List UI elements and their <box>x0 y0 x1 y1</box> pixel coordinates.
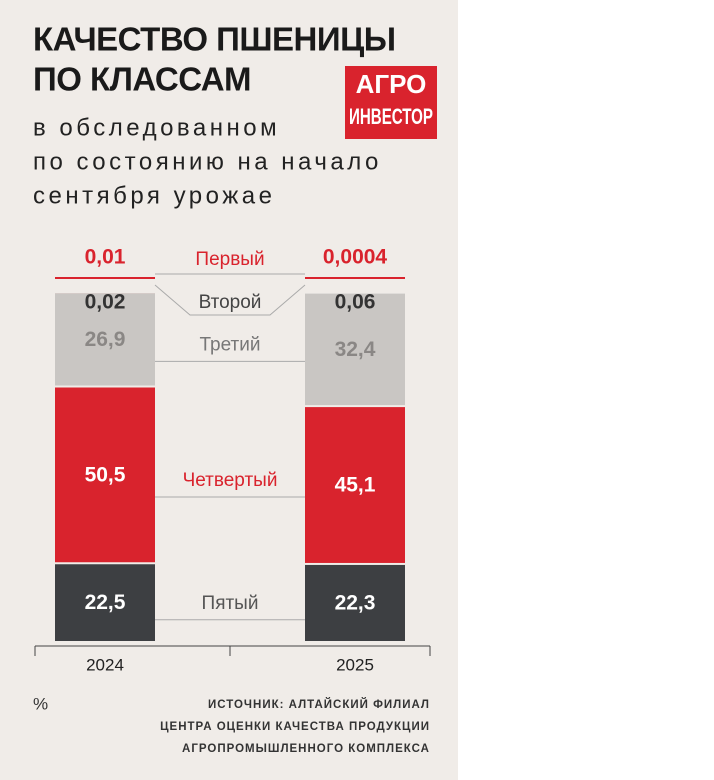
source: ИСТОЧНИК: АЛТАЙСКИЙ ФИЛИАЛ <box>208 698 430 711</box>
value-label: 32,4 <box>335 338 376 361</box>
logo-text: ИНВЕСТОР <box>349 104 433 129</box>
series-name: Пятый <box>202 593 259 614</box>
value-label: 0,0004 <box>323 246 388 269</box>
logo-box <box>345 66 437 139</box>
series-name: Второй <box>199 292 262 313</box>
bar-segment <box>305 564 405 641</box>
bar-segment <box>305 407 405 563</box>
subtitle: по состоянию на начало <box>33 148 382 175</box>
subtitle: в обследованном <box>33 114 280 141</box>
series-name: Первый <box>195 249 264 270</box>
bar-segment <box>55 564 155 641</box>
bar-segment <box>55 293 155 386</box>
value-label: 26,9 <box>85 328 126 351</box>
value-label: 45,1 <box>335 474 376 497</box>
value-label: 22,3 <box>335 592 376 615</box>
source: ЦЕНТРА ОЦЕНКИ КАЧЕСТВА ПРОДУКЦИИ <box>160 721 430 733</box>
logo-text: АГРО <box>356 69 427 99</box>
x-tick-label: 2024 <box>86 655 124 674</box>
value-label: 50,5 <box>85 463 126 486</box>
x-tick-label: 2025 <box>336 655 374 674</box>
chart-title: ПО КЛАССАМ <box>33 61 251 98</box>
bar-segment <box>55 387 155 563</box>
series-name: Четвертый <box>183 470 278 491</box>
value-label: 0,02 <box>85 291 126 314</box>
logo: АГРО ИНВЕСТОР <box>345 66 437 139</box>
unit-label: % <box>33 694 48 713</box>
connector <box>154 284 306 316</box>
subtitle: сентября урожае <box>33 182 275 209</box>
value-label: 22,5 <box>85 591 126 614</box>
bar-segment <box>305 293 405 406</box>
chart-title: КАЧЕСТВО ПШЕНИЦЫ <box>33 21 396 58</box>
value-label: 0,01 <box>85 246 126 269</box>
source: АГРОПРОМЫШЛЕННОГО КОМПЛЕКСА <box>182 743 430 755</box>
series-name: Третий <box>200 334 261 355</box>
value-label: 0,06 <box>335 291 376 314</box>
